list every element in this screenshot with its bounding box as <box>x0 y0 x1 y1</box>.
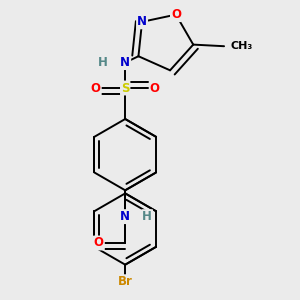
Text: H: H <box>98 56 108 69</box>
Text: H: H <box>142 210 152 223</box>
Text: CH₃: CH₃ <box>230 41 253 51</box>
Text: N: N <box>120 210 130 223</box>
Text: Br: Br <box>118 275 133 288</box>
Text: N: N <box>137 15 147 28</box>
Text: N: N <box>120 56 130 69</box>
Text: O: O <box>171 8 181 21</box>
Text: O: O <box>91 82 101 94</box>
Text: O: O <box>94 236 104 250</box>
Text: O: O <box>150 82 160 94</box>
Text: S: S <box>121 82 130 94</box>
